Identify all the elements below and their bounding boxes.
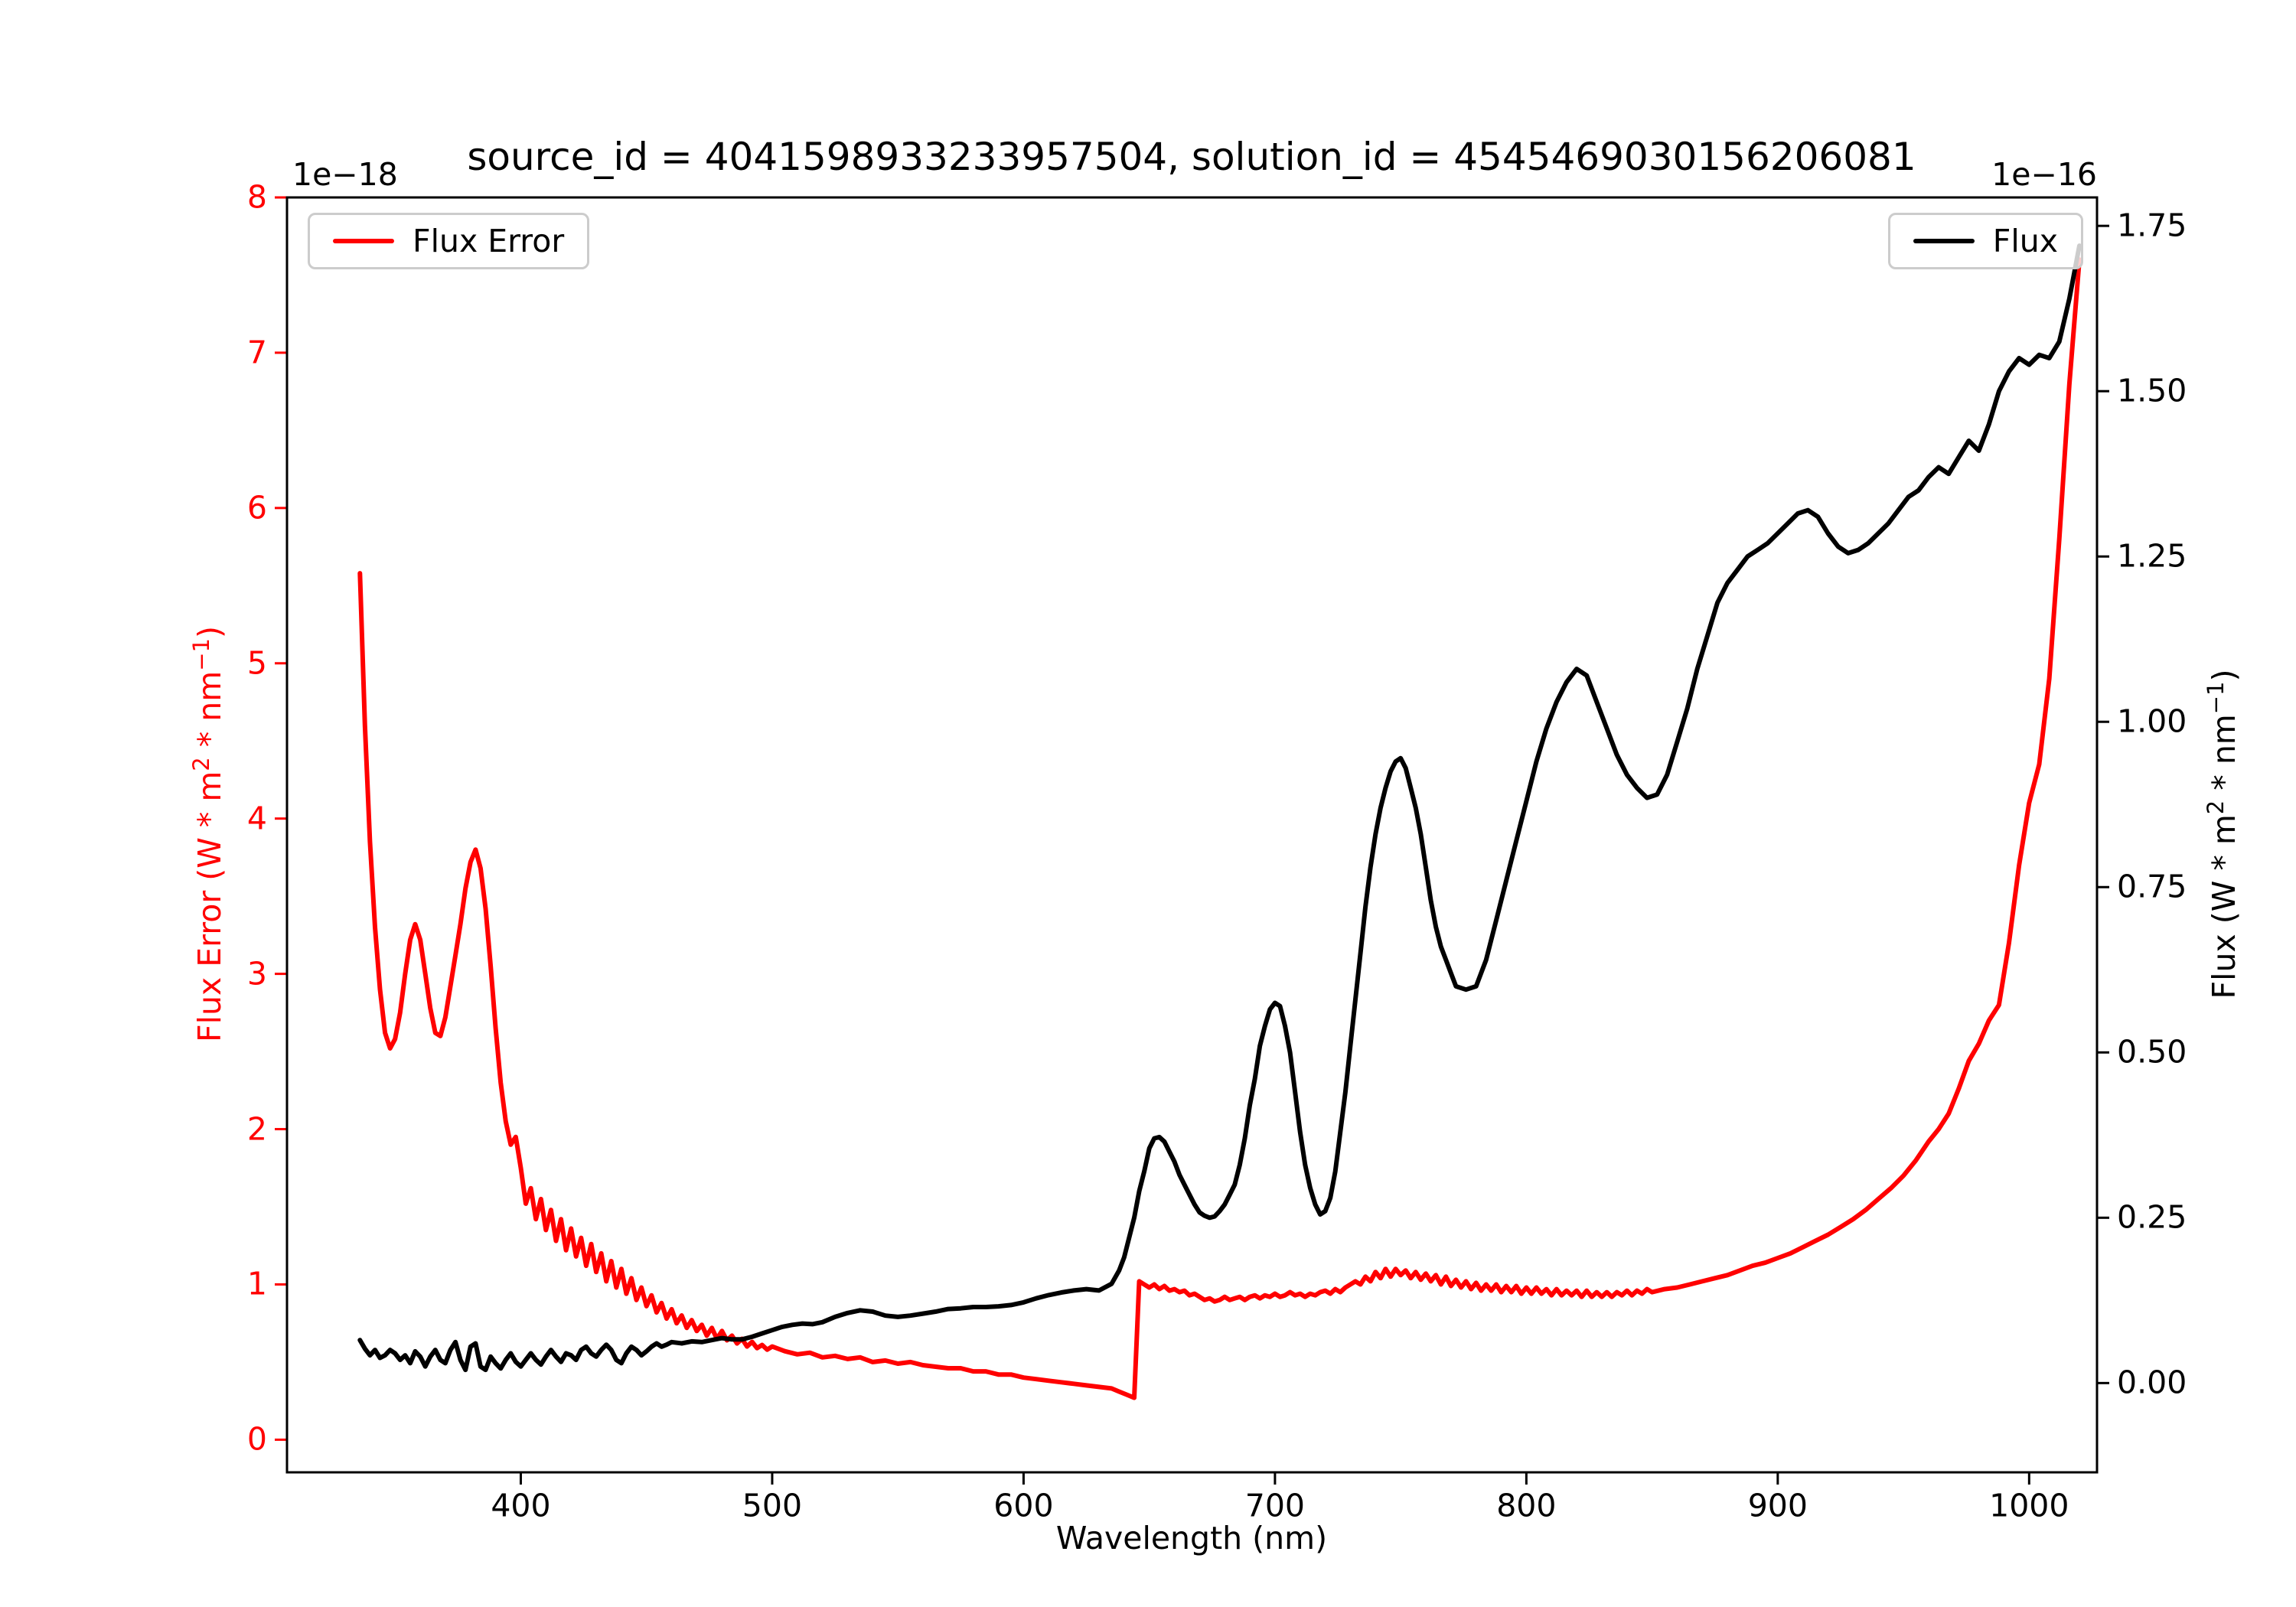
y-left-tick-label-8: 8 [246, 178, 267, 216]
right-axis-label-text3: ) [2205, 669, 2242, 682]
y-right-tick-label-0: 0.00 [2117, 1364, 2187, 1401]
series-group [357, 243, 2082, 1400]
y-right-tick-label-6: 1.50 [2117, 372, 2187, 409]
right-axis-label-text: Flux (W * m [2205, 814, 2242, 999]
left-axis-label-sup-minus1: −1 [188, 638, 215, 671]
x-tick-label-1000: 1000 [1989, 1487, 2069, 1524]
y-left-tick-label-0: 0 [246, 1420, 267, 1458]
y-right-tick-label-7: 1.75 [2117, 207, 2187, 244]
ticks-group [275, 196, 2109, 1485]
x-axis-label: Wavelength (nm) [1055, 1520, 1328, 1556]
y-right-tick-label-5: 1.25 [2117, 537, 2187, 575]
y-right-tick-label-2: 0.50 [2117, 1033, 2187, 1071]
flux-error-legend-line-icon [333, 239, 394, 243]
y-left-tick-label-6: 6 [246, 489, 267, 526]
right-axis-label-sup-2: 2 [2203, 800, 2229, 815]
left-axis-label-text2: * nm [191, 670, 228, 758]
left-axis-label-sup-2: 2 [188, 757, 215, 771]
left-axis-offset-label: 1e−18 [292, 156, 398, 193]
right-axis-label: Flux (W * m2 * nm−1) [2203, 670, 2242, 999]
y-left-tick-label-1: 1 [246, 1265, 267, 1302]
y-left-tick-label-3: 3 [246, 955, 267, 993]
left-axis-label-text3: ) [191, 626, 228, 639]
x-tick-label-400: 400 [491, 1487, 551, 1524]
y-left-tick-label-5: 5 [246, 644, 267, 682]
x-tick-label-800: 800 [1496, 1487, 1557, 1524]
flux-error-line [357, 257, 2082, 1400]
left-axis-label-text: Flux Error (W * m [191, 771, 228, 1042]
x-tick-label-600: 600 [993, 1487, 1054, 1524]
flux-error-legend-label: Flux Error [413, 223, 565, 259]
x-tick-label-900: 900 [1747, 1487, 1808, 1524]
y-left-tick-label-2: 2 [246, 1110, 267, 1148]
y-left-tick-label-4: 4 [246, 800, 267, 837]
right-axis-offset-label: 1e−16 [1991, 156, 2097, 193]
x-tick-label-700: 700 [1244, 1487, 1306, 1524]
flux-legend-label: Flux [1992, 223, 2058, 259]
right-axis-label-sup-minus1: −1 [2203, 681, 2229, 715]
y-right-tick-label-4: 1.00 [2117, 702, 2187, 740]
x-tick-label-500: 500 [742, 1487, 803, 1524]
left-axis-label: Flux Error (W * m2 * nm−1) [188, 626, 228, 1042]
axes-frame [285, 196, 2099, 1474]
flux-legend-line-icon [1913, 239, 1975, 243]
y-right-tick-label-3: 0.75 [2117, 868, 2187, 905]
flux-line [357, 243, 2082, 1373]
flux-error-legend: Flux Error [308, 213, 590, 269]
y-left-tick-label-7: 7 [246, 334, 267, 371]
right-axis-label-text2: * nm [2205, 714, 2242, 800]
chart-title: source_id = 4041598933233957504, solutio… [467, 135, 1916, 179]
y-right-tick-label-1: 0.25 [2117, 1198, 2187, 1236]
flux-legend: Flux [1887, 213, 2083, 269]
